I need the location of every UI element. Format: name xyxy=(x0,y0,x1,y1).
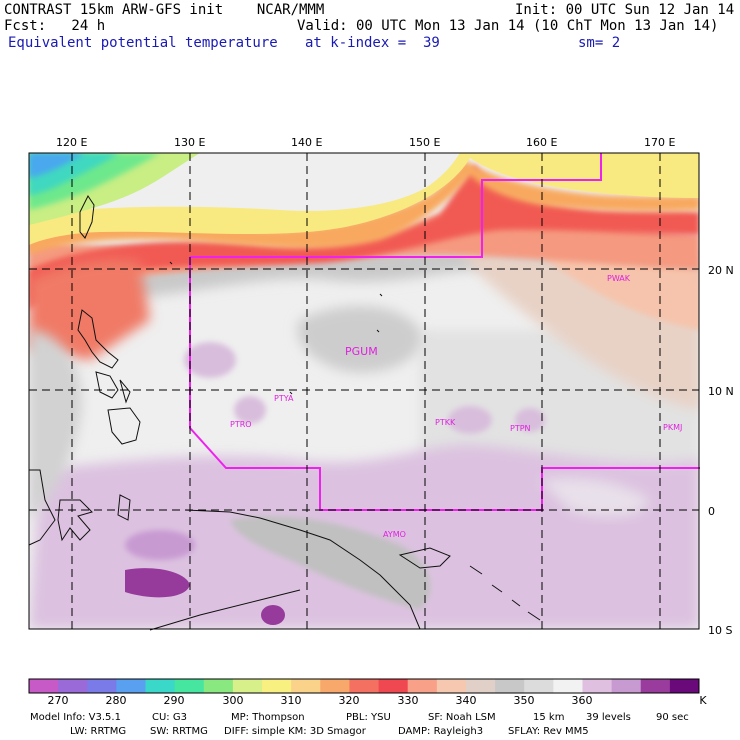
theta-e-field xyxy=(29,153,699,629)
colorbar-swatch xyxy=(495,679,525,693)
lon-tick-label: 160 E xyxy=(526,136,558,149)
new-guinea-coast xyxy=(149,509,421,631)
plot-title: CONTRAST 15km ARW-GFS init NCAR/MMM xyxy=(4,2,325,18)
colorbar xyxy=(28,678,700,694)
lat-tick-label: 10 S xyxy=(708,624,733,637)
colorbar-label: 320 xyxy=(338,694,360,707)
station-label: PKMJ xyxy=(663,423,682,432)
station-label: PTRO xyxy=(230,420,252,429)
visayas-coast xyxy=(95,371,131,404)
valid-time: Valid: 00 UTC Mon 13 Jan 14 (10 ChT Mon … xyxy=(297,18,719,34)
lat-tick-label: 20 N xyxy=(708,264,734,277)
colorbar-swatch xyxy=(640,679,671,693)
colorbar-unit: K xyxy=(699,694,707,707)
lon-tick-label: 150 E xyxy=(409,136,441,149)
colorbar-label: 350 xyxy=(513,694,535,707)
station-label: PWAK xyxy=(607,274,631,283)
micronesia-dots xyxy=(169,261,383,395)
colorbar-swatch xyxy=(174,679,205,693)
colorbar-swatch xyxy=(436,679,467,693)
colorbar-swatch xyxy=(262,679,292,693)
colorbar-label: 360 xyxy=(571,694,593,707)
colorbar-swatch xyxy=(203,679,234,693)
lon-tick-label: 130 E xyxy=(174,136,206,149)
station-label: PTYA xyxy=(274,394,294,403)
surface-scheme: SF: Noah LSM xyxy=(428,712,496,723)
pbl-scheme: PBL: YSU xyxy=(346,712,391,723)
time-step: 90 sec xyxy=(656,712,689,723)
station-label: PGUM xyxy=(345,345,378,358)
lat-tick-label: 10 N xyxy=(708,385,734,398)
colorbar-swatch xyxy=(582,679,613,693)
station-label: AYMO xyxy=(383,530,406,539)
cumulus-scheme: CU: G3 xyxy=(152,712,187,723)
microphysics-scheme: MP: Thompson xyxy=(231,712,305,723)
colorbar-swatch xyxy=(232,679,263,693)
colorbar-label: 270 xyxy=(47,694,69,707)
colorbar-swatch xyxy=(524,679,554,693)
sulawesi-coast xyxy=(57,499,93,542)
longwave-scheme: LW: RRTMG xyxy=(70,726,127,737)
station-label: PTKK xyxy=(435,418,456,427)
solomons-coast xyxy=(469,565,541,621)
vertical-levels: 39 levels xyxy=(586,712,631,723)
lon-tick-label: 140 E xyxy=(291,136,323,149)
colorbar-swatch xyxy=(611,679,642,693)
colorbar-swatch xyxy=(407,679,438,693)
colorbar-swatch xyxy=(87,679,117,693)
lat-tick-label: 0 xyxy=(708,505,715,518)
damping-scheme: DAMP: Rayleigh3 xyxy=(398,726,484,737)
init-time: Init: 00 UTC Sun 12 Jan 14 xyxy=(515,2,735,18)
colorbar-label: 300 xyxy=(222,694,244,707)
colorbar-frame xyxy=(28,678,700,694)
level-info: at k-index = 39 xyxy=(305,35,440,51)
lon-tick-label: 120 E xyxy=(56,136,88,149)
colorbar-swatch xyxy=(349,679,379,693)
colorbar-label: 280 xyxy=(105,694,127,707)
colorbar-label: 310 xyxy=(280,694,302,707)
colorbar-swatch xyxy=(465,679,496,693)
colorbar-swatch xyxy=(145,679,176,693)
colorbar-label: 340 xyxy=(455,694,477,707)
colorbar-swatch xyxy=(378,679,409,693)
station-labels: PGUM PWAK PTYA PTRO PTKK PTPN PKMJ AYMO xyxy=(230,274,682,539)
mindanao-coast xyxy=(107,407,141,445)
shortwave-scheme: SW: RRTMG xyxy=(150,726,208,737)
colorbar-swatch xyxy=(553,679,583,693)
resolution: 15 km xyxy=(533,712,565,723)
colorbar-swatch xyxy=(320,679,350,693)
colorbar-label: 330 xyxy=(397,694,419,707)
colorbar-swatch xyxy=(669,679,700,693)
lon-tick-label: 170 E xyxy=(644,136,676,149)
coastlines xyxy=(28,195,541,631)
luzon-coast xyxy=(77,309,119,369)
field-name: Equivalent potential temperature xyxy=(8,35,278,51)
taiwan-coast xyxy=(79,195,95,239)
forecast-hour: Fcst: 24 h xyxy=(4,18,106,34)
colorbar-swatch xyxy=(116,679,146,693)
halmahera-coast xyxy=(117,494,131,521)
surface-layer-scheme: SFLAY: Rev MM5 xyxy=(508,726,589,737)
model-version: Model Info: V3.5.1 xyxy=(30,712,121,723)
map-frame xyxy=(28,152,700,630)
colorbar-swatch xyxy=(58,679,88,693)
station-label: PTPN xyxy=(510,424,531,433)
colorbar-swatch xyxy=(291,679,321,693)
nested-domain-boundary xyxy=(189,153,700,511)
colorbar-label: 290 xyxy=(163,694,185,707)
smoothing-info: sm= 2 xyxy=(578,35,621,51)
colorbar-swatch xyxy=(29,679,59,693)
diffusion-scheme: DIFF: simple KM: 3D Smagor xyxy=(224,726,366,737)
